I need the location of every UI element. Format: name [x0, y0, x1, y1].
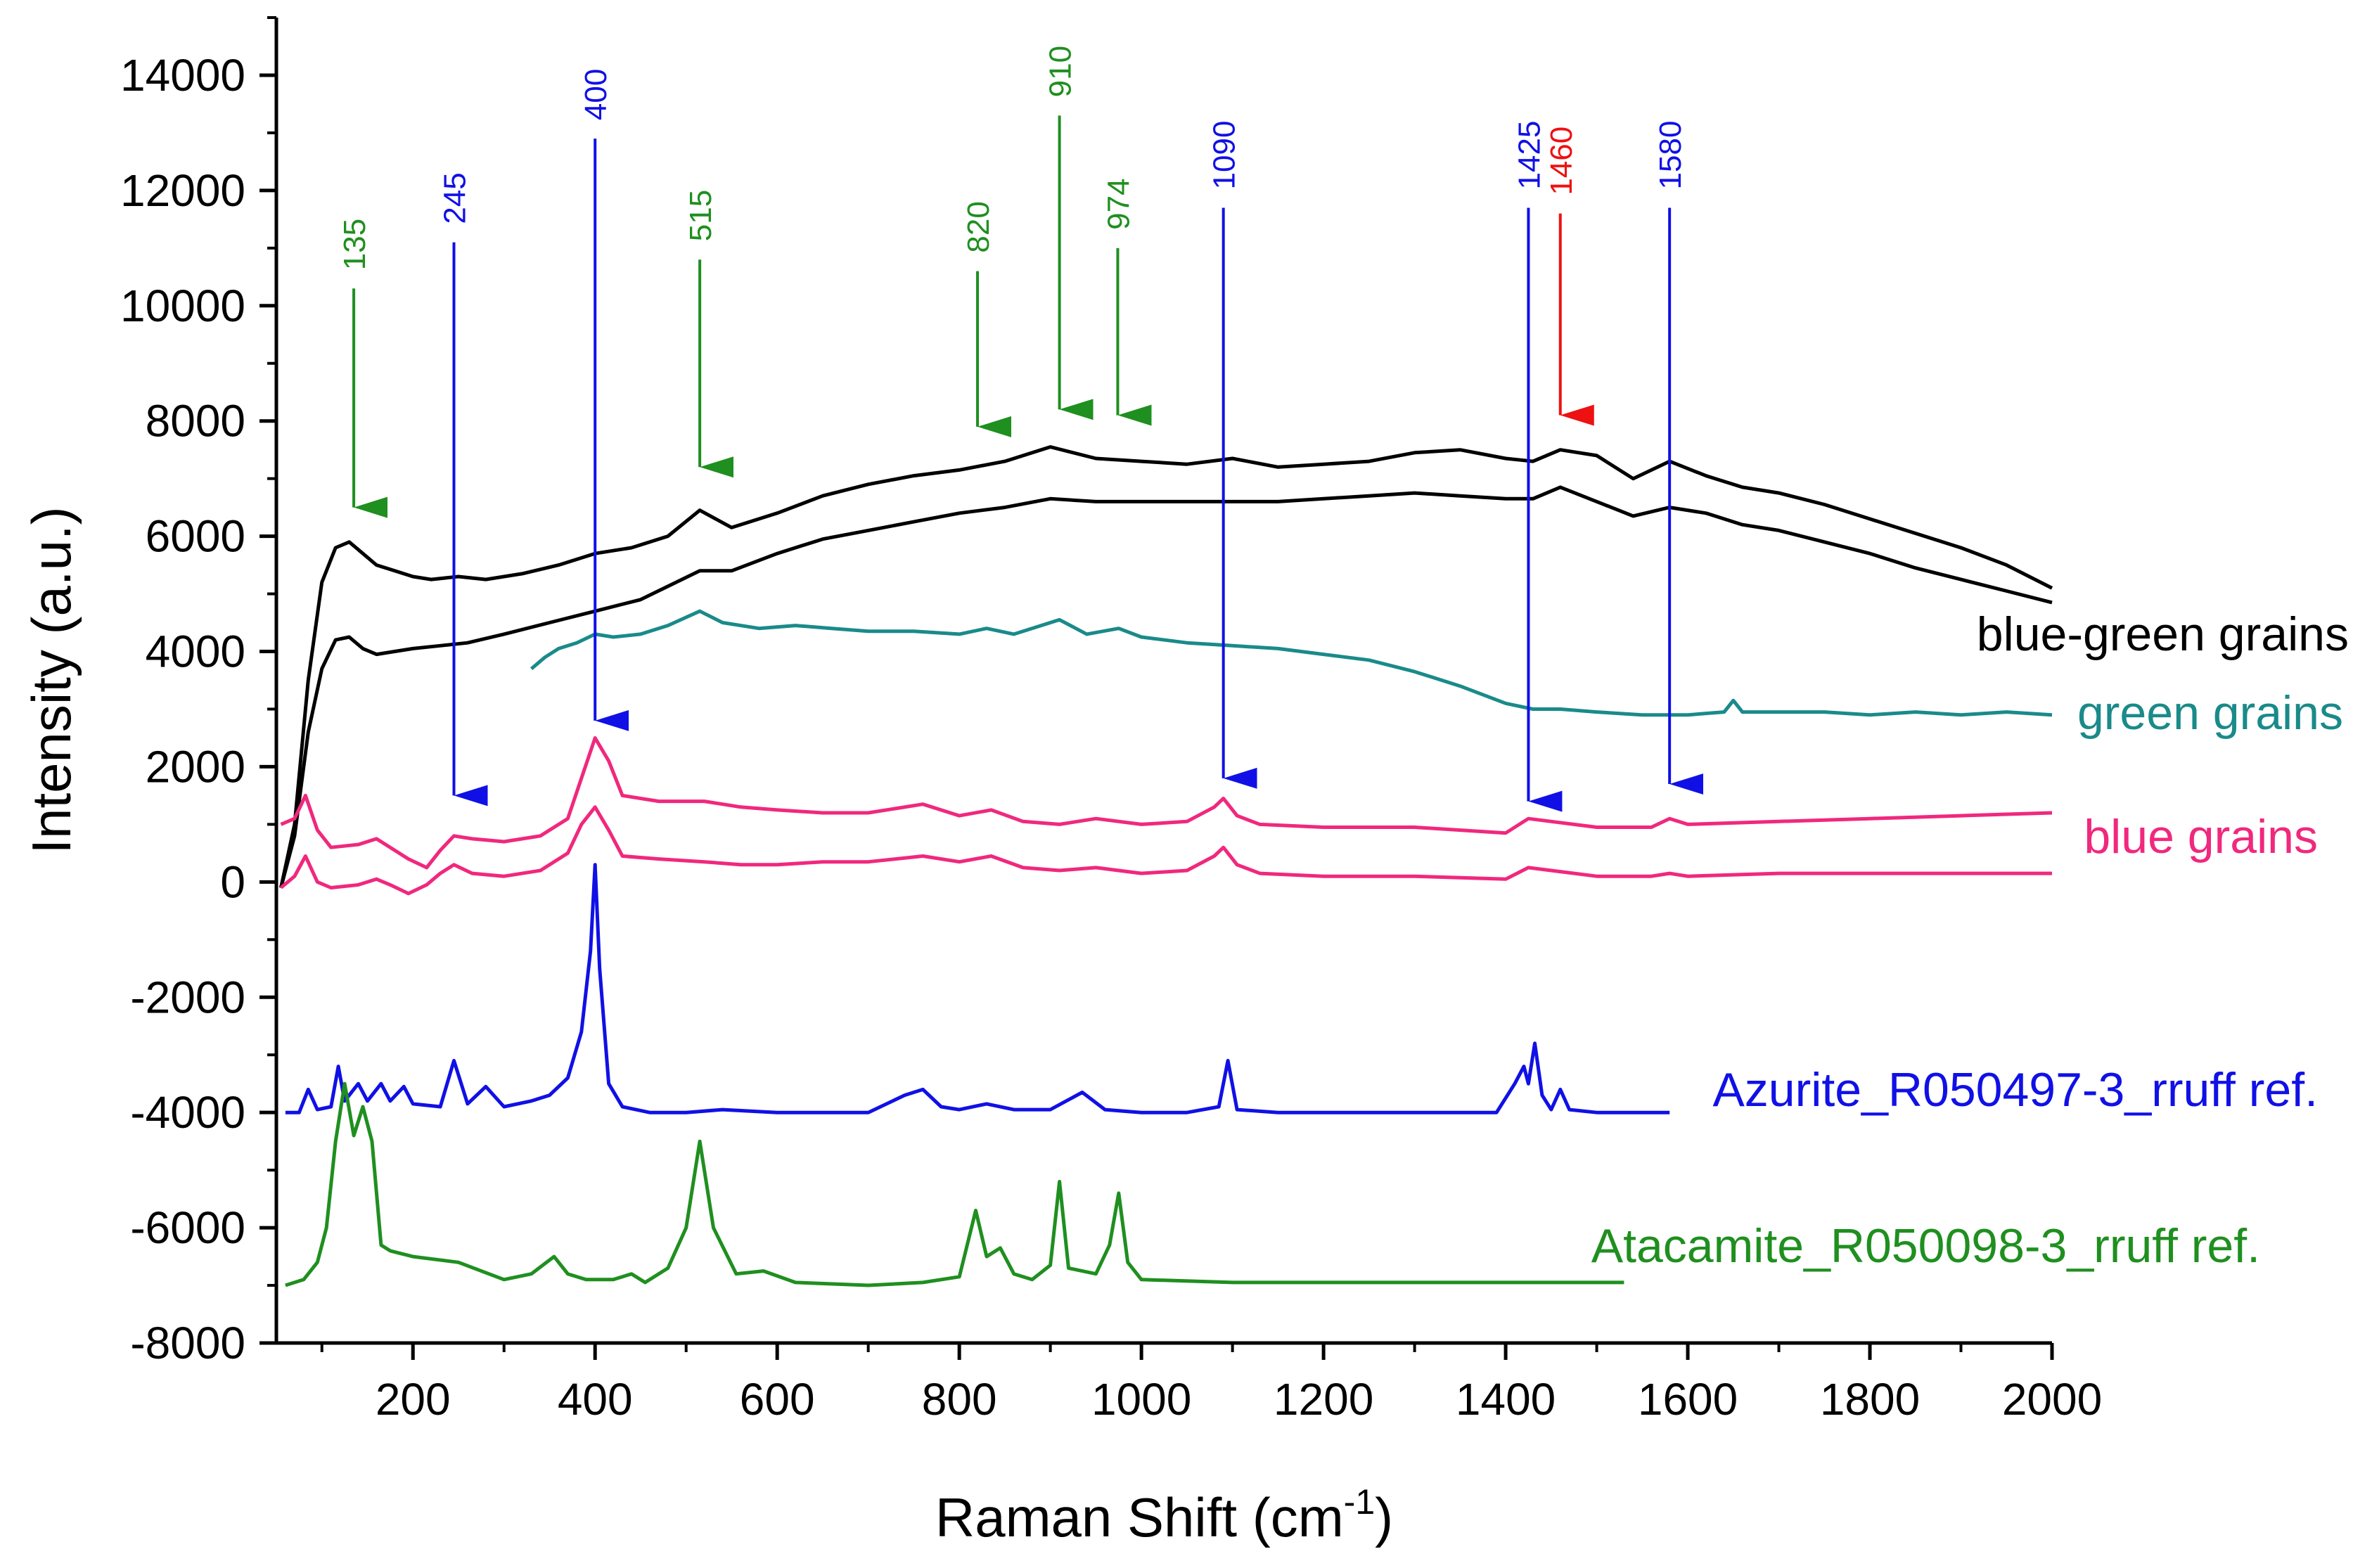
x-tick-label: 1800	[1820, 1374, 1920, 1425]
y-tick-label: 12000	[120, 165, 245, 216]
peak-label: 1580	[1653, 121, 1688, 190]
x-axis-title-superscript: -1	[1344, 1482, 1375, 1522]
x-tick-label: 1400	[1456, 1374, 1556, 1425]
x-axis-title: Raman Shift (cm-1)	[935, 1482, 1393, 1548]
x-axis-title-close: )	[1375, 1486, 1393, 1548]
series-label: Atacamite_R050098-3_rruff ref.	[1591, 1219, 2260, 1273]
y-axis-title: Intensity (a.u.)	[20, 506, 82, 854]
series-line	[279, 485, 2053, 889]
series-line	[285, 863, 1670, 1114]
peak-label: 1460	[1544, 127, 1579, 195]
y-tick-label: 4000	[146, 626, 245, 677]
y-tick-label: 0	[220, 856, 245, 907]
x-axis-title-main: Raman Shift (cm	[935, 1486, 1344, 1548]
series-label: blue-green grains	[1977, 608, 2349, 661]
y-tick-label: 2000	[146, 741, 245, 792]
peak-label: 400	[579, 69, 613, 120]
peak-label: 820	[961, 201, 996, 252]
y-tick-label: 14000	[120, 50, 245, 101]
x-tick-label: 2000	[2002, 1374, 2102, 1425]
y-tick-label: -8000	[130, 1318, 245, 1368]
x-tick-label: 600	[740, 1374, 815, 1425]
x-tick-label: 1200	[1274, 1374, 1373, 1425]
x-tick-label: 1000	[1091, 1374, 1191, 1425]
series-line	[285, 1081, 1624, 1287]
x-tick-label: 1600	[1638, 1374, 1738, 1425]
series-line	[279, 805, 2052, 896]
series-label: blue grains	[2084, 810, 2318, 863]
x-tick-label: 800	[922, 1374, 997, 1425]
x-tick-label: 200	[376, 1374, 451, 1425]
x-tick-label: 400	[558, 1374, 633, 1425]
peak-label: 1425	[1512, 121, 1546, 190]
y-tick-label: 8000	[146, 396, 245, 446]
y-tick-label: -6000	[130, 1202, 245, 1253]
peak-label: 1090	[1207, 121, 1242, 190]
y-tick-label: 6000	[146, 511, 245, 562]
peak-label: 910	[1044, 46, 1078, 97]
y-tick-label: 10000	[120, 281, 245, 331]
series-line	[280, 736, 2053, 870]
peak-label: 135	[338, 219, 372, 270]
peak-label: 515	[684, 190, 718, 241]
y-tick-label: -4000	[130, 1087, 245, 1138]
peak-label: 974	[1101, 178, 1136, 229]
series-line	[279, 445, 2053, 889]
series-label: Azurite_R050497-3_rruff ref.	[1712, 1063, 2318, 1117]
series-label: green grains	[2077, 686, 2343, 740]
y-tick-label: -2000	[130, 972, 245, 1022]
series-line	[530, 609, 2053, 717]
peak-label: 245	[438, 172, 473, 224]
